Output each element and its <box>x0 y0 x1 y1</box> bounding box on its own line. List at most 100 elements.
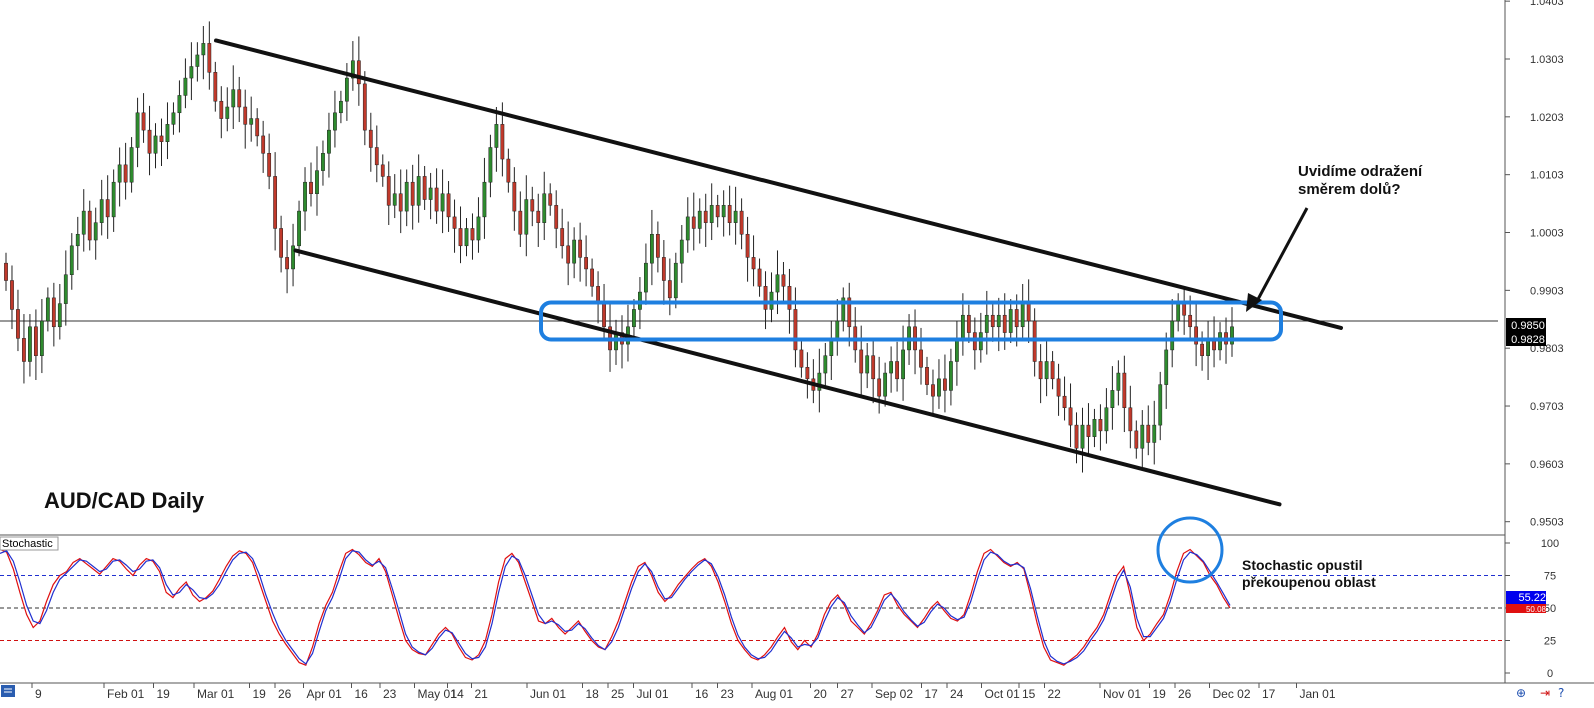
price-tick-label: 0.9503 <box>1530 517 1564 529</box>
stochastic-highlight-circle[interactable] <box>1156 516 1224 584</box>
time-tick-label: Apr 01 <box>307 687 343 701</box>
price-tick-label: 0.9903 <box>1530 285 1564 297</box>
candle-bear <box>446 193 451 218</box>
candle-bear <box>452 216 457 229</box>
candle-bull <box>632 309 636 328</box>
time-tick-label: 18 <box>586 687 600 701</box>
candle-bull <box>440 193 445 212</box>
candle-bull <box>1230 326 1234 345</box>
candle-bull <box>1044 361 1049 380</box>
candle-bull <box>1170 320 1175 351</box>
time-tick-label: 14 <box>451 687 465 701</box>
candle-bull <box>297 210 301 247</box>
link-icon[interactable]: ⊕ <box>1516 686 1526 700</box>
stochastic-tick-label: 75 <box>1544 571 1556 583</box>
time-tick-label: May 01 <box>418 687 458 701</box>
candle-bear <box>763 286 768 310</box>
time-tick-label: 23 <box>721 687 735 701</box>
candle-bull <box>1008 309 1013 333</box>
candle-bull <box>1152 424 1157 443</box>
candle-bull <box>321 153 325 171</box>
candle-bear <box>895 361 899 380</box>
candle-bear <box>661 257 666 281</box>
upper-trendline[interactable] <box>214 38 1343 330</box>
time-tick-label: 19 <box>253 687 267 701</box>
stochastic-axis: 100 75 50 25 0 <box>1505 538 1559 680</box>
stochastic-k-value: 55.22 <box>1518 592 1546 604</box>
time-tick-label: Aug 01 <box>755 687 793 701</box>
time-tick-label: 26 <box>278 687 292 701</box>
candle-bull <box>153 135 158 154</box>
candle-bull <box>63 274 68 304</box>
price-tick-label: 0.9803 <box>1530 343 1564 355</box>
candle-bull <box>494 124 499 148</box>
candle-bear <box>87 210 92 241</box>
candle-bear <box>512 181 517 212</box>
candle-bull <box>937 378 941 397</box>
candle-bull <box>28 326 32 362</box>
candle-bear <box>207 43 212 73</box>
candle-bear <box>434 187 439 212</box>
candle-bear <box>727 205 732 223</box>
candle-bull <box>1110 390 1115 409</box>
candle-bull <box>1140 424 1145 449</box>
candle-bear <box>123 164 128 183</box>
candle-bull <box>350 60 355 79</box>
current-price-label: 0.9850 <box>1511 320 1545 332</box>
stochastic-tick-label: 25 <box>1544 636 1556 648</box>
resistance-zone-box[interactable] <box>539 300 1283 342</box>
exit-icon[interactable]: ⇥ <box>1540 686 1550 700</box>
candle-bull <box>75 233 80 247</box>
candle-bear <box>285 257 289 270</box>
candle-bear <box>990 314 995 328</box>
stochastic-levels <box>0 575 1505 641</box>
annotation-arrow-head <box>1246 293 1262 312</box>
candle-bear <box>4 262 8 281</box>
candle-bear <box>1014 309 1019 328</box>
candle-bull <box>165 124 170 142</box>
stochastic-d-value: 50.08 <box>1526 605 1547 614</box>
candle-bear <box>22 338 26 362</box>
candle-bear <box>105 199 110 218</box>
candle-bull <box>183 77 188 96</box>
candle-bull <box>685 216 690 241</box>
candle-bear <box>213 72 218 102</box>
candle-bull <box>721 205 726 218</box>
candle-bull <box>709 205 714 223</box>
candle-bull <box>428 187 433 200</box>
lower-trendline[interactable] <box>293 248 1282 507</box>
candle-bull <box>344 77 349 102</box>
candle-bull <box>339 100 343 114</box>
stochastic-label-box <box>0 536 59 551</box>
candle-bull <box>775 274 780 293</box>
candle-bull <box>117 164 122 183</box>
annotation-arrow-line <box>1254 207 1309 304</box>
candle-bear <box>1038 361 1043 380</box>
help-icon[interactable]: ? <box>1558 686 1564 700</box>
time-tick-label: 27 <box>841 687 855 701</box>
time-tick-label: 24 <box>950 687 964 701</box>
candle-bull <box>883 372 888 397</box>
candle-bull <box>865 355 870 374</box>
candle-bear <box>374 147 379 166</box>
candle-bull <box>984 314 989 333</box>
candle-bear <box>398 193 403 212</box>
annotation-stoch-line2: překoupenou oblast <box>1242 574 1376 590</box>
time-tick-label: 16 <box>355 687 369 701</box>
candle-bear <box>799 349 804 368</box>
candle-bull <box>733 210 738 223</box>
annotation-main-line2: směrem dolů? <box>1298 181 1401 198</box>
candle-bull <box>225 106 230 119</box>
candle-bull <box>327 129 331 154</box>
price-tick-label: 0.9603 <box>1530 459 1564 471</box>
candle-bear <box>1182 303 1187 316</box>
time-tick-label: 22 <box>1048 687 1062 701</box>
candle-bear <box>691 216 696 229</box>
candle-bull <box>823 355 828 374</box>
candle-bull <box>57 303 62 328</box>
candle-bear <box>667 280 672 299</box>
time-tick-label: Oct 01 <box>985 687 1021 701</box>
menu-icon[interactable] <box>1 685 15 697</box>
candle-bear <box>966 314 971 333</box>
chart-title: AUD/CAD Daily <box>44 488 205 513</box>
